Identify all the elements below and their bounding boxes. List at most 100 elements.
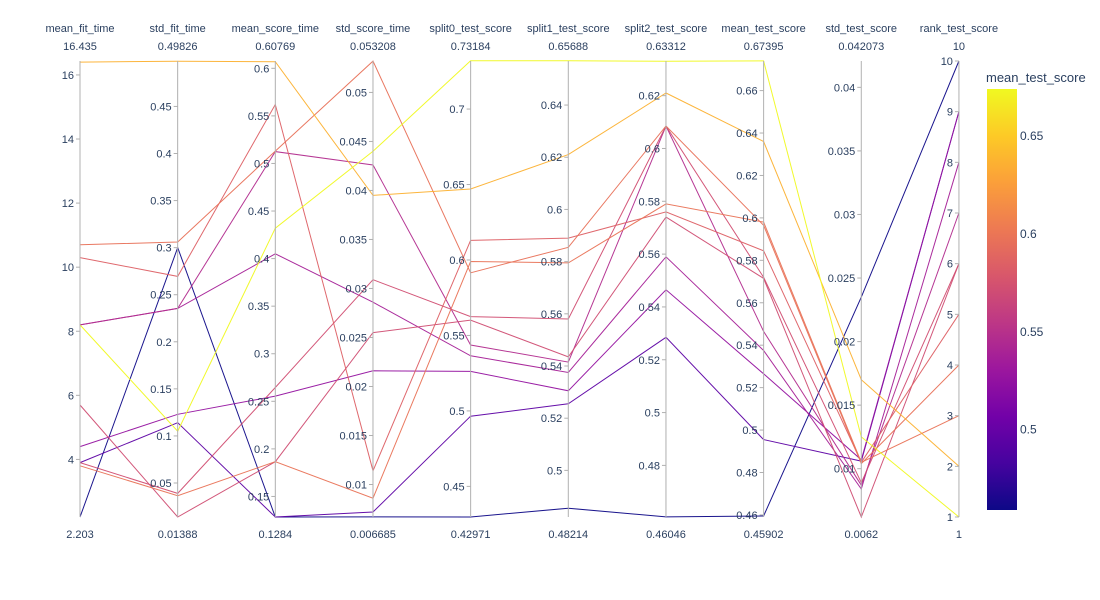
tick-label: 0.2 (254, 444, 269, 456)
tick-label: 0.01 (834, 464, 855, 476)
tick-label: 0.035 (339, 234, 367, 246)
axis-split0_test_score[interactable]: split0_test_score 0.73184 0.42971 0.45 0.5 0.… (429, 23, 512, 541)
tick-label: 0.25 (150, 290, 171, 302)
tick-label: 0.54 (736, 340, 757, 352)
data-line (79, 60, 960, 467)
axis-title: mean_score_time (232, 23, 319, 35)
axis-min-label: 0.0062 (844, 529, 878, 541)
tick-label: 9 (947, 107, 953, 119)
tick-label: 0.62 (736, 170, 757, 182)
tick-label: 0.64 (541, 100, 562, 112)
axis-min-label: 1 (956, 529, 962, 541)
axis-mean_test_score[interactable]: mean_test_score 0.67395 0.45902 0.46 0.48 0.5… (721, 23, 805, 541)
tick-label: 0.02 (834, 337, 855, 349)
axis-split2_test_score[interactable]: split2_test_score 0.63312 0.46046 0.48 0.5 0.… (625, 23, 708, 541)
tick-label: 0.6 (254, 63, 269, 75)
axis-max-label: 0.73184 (451, 41, 491, 53)
axis-min-label: 2.203 (66, 529, 94, 541)
tick-label: 0.03 (834, 209, 855, 221)
axis-max-label: 16.435 (63, 41, 97, 53)
colorbar-tick-label: 0.55 (1020, 325, 1044, 339)
tick-label: 0.6 (547, 204, 562, 216)
axis-split1_test_score[interactable]: split1_test_score 0.65688 0.48214 0.5 0.52 0.… (527, 23, 610, 541)
data-line (79, 60, 960, 518)
tick-label: 0.4 (254, 254, 269, 266)
data-line (79, 103, 960, 473)
tick-label: 0.7 (449, 104, 464, 116)
data-line (79, 124, 960, 494)
tick-label: 0.5 (547, 465, 562, 477)
tick-label: 0.025 (828, 273, 856, 285)
tick-label: 4 (947, 360, 953, 372)
axis-min-label: 0.48214 (548, 529, 588, 541)
tick-label: 0.015 (339, 430, 367, 442)
tick-label: 0.54 (639, 302, 660, 314)
tick-label: 0.56 (736, 298, 757, 310)
colorbar-tick-label: 0.6 (1020, 227, 1037, 241)
tick-label: 0.05 (346, 87, 367, 99)
axis-min-label: 0.006685 (350, 529, 396, 541)
axis-rank_test_score[interactable]: rank_test_score 10 11 2 3 4 5 6 7 8 9 10 (920, 23, 998, 541)
tick-label: 8 (68, 326, 74, 338)
axis-title: rank_test_score (920, 23, 998, 35)
tick-label: 0.45 (443, 481, 464, 493)
tick-label: 0.65 (443, 180, 464, 192)
axis-max-label: 0.042073 (838, 41, 884, 53)
axis-max-label: 0.63312 (646, 41, 686, 53)
colorbar-tick-label: 0.65 (1020, 129, 1044, 143)
tick-label: 0.2 (156, 337, 171, 349)
tick-label: 0.6 (742, 213, 757, 225)
tick-label: 0.5 (449, 406, 464, 418)
axis-min-label: 0.46046 (646, 529, 686, 541)
axis-mean_fit_time[interactable]: mean_fit_time 16.435 2.203 4 6 8 10 12 14 16 (45, 23, 114, 541)
tick-label: 0.4 (156, 149, 171, 161)
tick-label: 0.58 (639, 196, 660, 208)
tick-label: 0.35 (150, 196, 171, 208)
data-line (79, 203, 960, 499)
axis-min-label: 0.42971 (451, 529, 491, 541)
tick-label: 0.55 (443, 330, 464, 342)
tick-label: 1 (947, 512, 953, 524)
data-line (79, 124, 960, 487)
tick-label: 0.01 (346, 480, 367, 492)
data-line (79, 111, 960, 518)
tick-label: 0.1 (156, 431, 171, 443)
data-lines (79, 60, 960, 519)
axis-title: mean_fit_time (45, 23, 114, 35)
colorbar-gradient (987, 89, 1017, 510)
axis-std_test_score[interactable]: std_test_score 0.042073 0.0062 0.01 0.015 0.0… (826, 23, 898, 541)
tick-label: 0.3 (254, 349, 269, 361)
colorbar-tick-label: 0.5 (1020, 423, 1037, 437)
axis-max-label: 0.65688 (548, 41, 588, 53)
tick-label: 0.3 (156, 243, 171, 255)
tick-label: 0.04 (346, 185, 367, 197)
tick-label: 0.62 (639, 91, 660, 103)
axis-title: std_score_time (336, 23, 411, 35)
axis-title: split1_test_score (527, 23, 610, 35)
tick-label: 5 (947, 309, 953, 321)
tick-label: 0.35 (248, 301, 269, 313)
tick-label: 0.56 (639, 249, 660, 261)
tick-label: 0.46 (736, 510, 757, 522)
axis-title: split2_test_score (625, 23, 708, 35)
tick-label: 4 (68, 454, 74, 466)
tick-label: 0.52 (736, 383, 757, 395)
axis-std_fit_time[interactable]: std_fit_time 0.49826 0.01388 0.05 0.1 0.15 0.2… (150, 23, 206, 541)
tick-label: 0.56 (541, 309, 562, 321)
axis-title: mean_test_score (721, 23, 805, 35)
tick-label: 0.55 (248, 111, 269, 123)
data-line (79, 162, 960, 491)
axis-title: split0_test_score (429, 23, 512, 35)
tick-label: 0.5 (645, 408, 660, 420)
data-line (79, 111, 960, 461)
tick-label: 6 (947, 259, 953, 271)
axis-std_score_time[interactable]: std_score_time 0.053208 0.006685 0.01 0.015 0… (336, 23, 411, 541)
data-line (79, 216, 960, 519)
tick-label: 0.62 (541, 152, 562, 164)
tick-label: 0.05 (150, 478, 171, 490)
tick-label: 0.45 (150, 101, 171, 113)
axis-mean_score_time[interactable]: mean_score_time 0.60769 0.1284 0.15 0.2 0.25 0… (232, 23, 319, 541)
axis-max-label: 0.60769 (255, 41, 295, 53)
tick-label: 0.5 (254, 158, 269, 170)
